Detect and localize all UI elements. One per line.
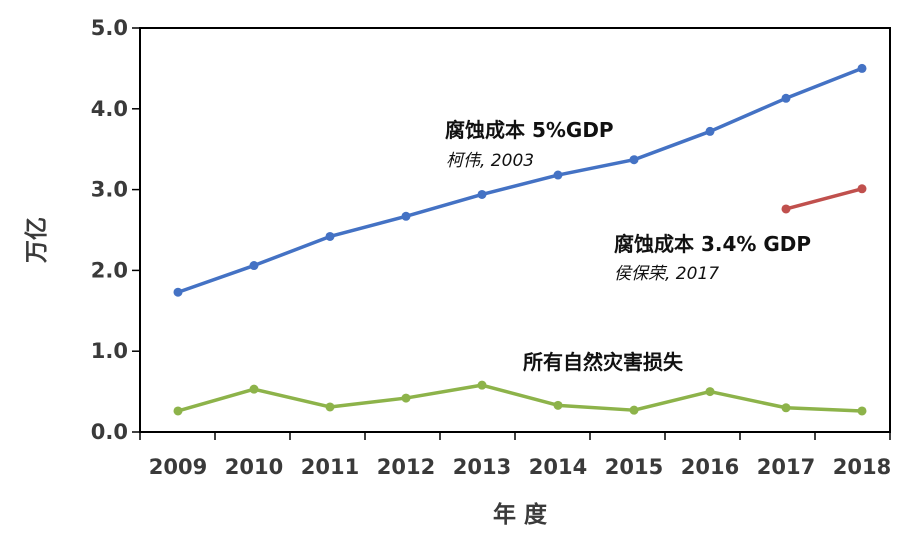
x-tick-label: 2012 (377, 455, 435, 479)
annotation-corrosion-5pct-source: 柯伟, 2003 (446, 151, 534, 171)
series-layer (173, 63, 867, 416)
series-line (176, 383, 864, 413)
x-tick-label: 2010 (225, 455, 283, 479)
data-point (477, 189, 487, 199)
x-axis-title: 年 度 (493, 501, 548, 528)
data-point (781, 93, 791, 103)
series-line (784, 187, 864, 211)
series-line (176, 66, 864, 294)
data-point (249, 261, 259, 271)
series-line-corrosion-3-4pct (781, 184, 867, 214)
data-point (325, 231, 335, 241)
data-point (629, 155, 639, 165)
y-axis: 0.0 1.0 2.0 3.0 4.0 5.0 (91, 16, 140, 444)
data-point (629, 405, 639, 415)
data-point (857, 184, 867, 194)
data-point (173, 287, 183, 297)
data-point (401, 211, 411, 221)
x-tick-label: 2011 (301, 455, 359, 479)
plot-area-frame (139, 27, 891, 433)
data-point (857, 63, 867, 73)
y-tick-label: 3.0 (91, 178, 128, 202)
data-point (249, 384, 259, 394)
data-point (857, 406, 867, 416)
data-point (781, 204, 791, 214)
x-tick-label: 2013 (453, 455, 511, 479)
annotation-corrosion-3-4pct-source: 侯保荣, 2017 (614, 264, 719, 284)
y-tick-label: 0.0 (91, 420, 128, 444)
y-tick-label: 4.0 (91, 97, 128, 121)
x-tick-label: 2014 (529, 455, 587, 479)
data-point (781, 403, 791, 413)
data-point (553, 400, 563, 410)
data-point (401, 393, 411, 403)
y-axis-title: 万亿 (24, 217, 50, 263)
data-point (325, 402, 335, 412)
y-tick-label: 5.0 (91, 16, 128, 40)
data-point (705, 126, 715, 136)
y-tick-label: 1.0 (91, 339, 128, 363)
data-point (477, 380, 487, 390)
series-line-corrosion-5pct (173, 63, 867, 297)
series-line-natural-disasters (173, 380, 867, 416)
x-tick-label: 2015 (605, 455, 663, 479)
x-tick-label: 2018 (833, 455, 891, 479)
annotation-corrosion-3-4pct: 腐蚀成本 3.4% GDP (614, 232, 811, 256)
data-point (173, 406, 183, 416)
annotation-natural-disaster-losses: 所有自然灾害损失 (523, 350, 684, 374)
data-point (705, 387, 715, 397)
data-point (553, 170, 563, 180)
x-tick-label: 2016 (681, 455, 739, 479)
x-axis: 2009 2010 2011 2012 2013 2014 2015 2016 2017 2018 (139, 432, 891, 479)
annotation-corrosion-5pct: 腐蚀成本 5%GDP (445, 118, 614, 142)
y-tick-label: 2.0 (91, 258, 128, 282)
x-tick-label: 2009 (149, 455, 207, 479)
x-tick-label: 2017 (757, 455, 815, 479)
